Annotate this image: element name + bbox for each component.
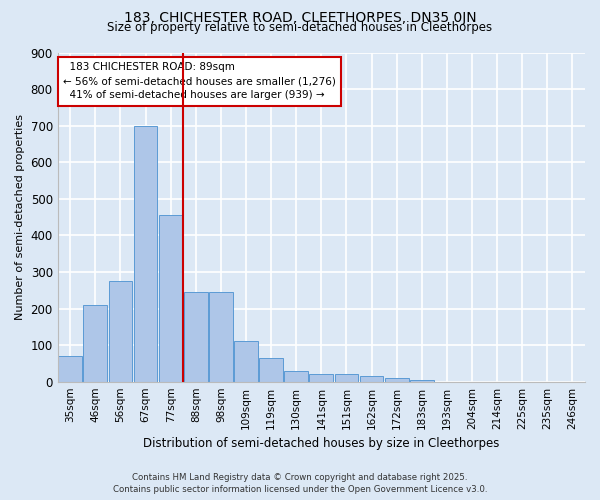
X-axis label: Distribution of semi-detached houses by size in Cleethorpes: Distribution of semi-detached houses by … xyxy=(143,437,500,450)
Bar xyxy=(58,356,82,382)
Bar xyxy=(83,305,107,382)
Y-axis label: Number of semi-detached properties: Number of semi-detached properties xyxy=(15,114,25,320)
Bar xyxy=(234,342,258,382)
Text: Contains HM Land Registry data © Crown copyright and database right 2025.
Contai: Contains HM Land Registry data © Crown c… xyxy=(113,472,487,494)
Bar xyxy=(259,358,283,382)
Bar xyxy=(209,292,233,382)
Bar xyxy=(134,126,157,382)
Bar xyxy=(310,374,333,382)
Text: Size of property relative to semi-detached houses in Cleethorpes: Size of property relative to semi-detach… xyxy=(107,21,493,34)
Bar xyxy=(385,378,409,382)
Bar xyxy=(284,370,308,382)
Bar xyxy=(159,216,182,382)
Text: 183, CHICHESTER ROAD, CLEETHORPES, DN35 0JN: 183, CHICHESTER ROAD, CLEETHORPES, DN35 … xyxy=(124,11,476,25)
Bar xyxy=(410,380,434,382)
Bar xyxy=(359,376,383,382)
Bar xyxy=(109,281,133,382)
Bar xyxy=(335,374,358,382)
Text: 183 CHICHESTER ROAD: 89sqm
← 56% of semi-detached houses are smaller (1,276)
  4: 183 CHICHESTER ROAD: 89sqm ← 56% of semi… xyxy=(63,62,336,100)
Bar xyxy=(184,292,208,382)
